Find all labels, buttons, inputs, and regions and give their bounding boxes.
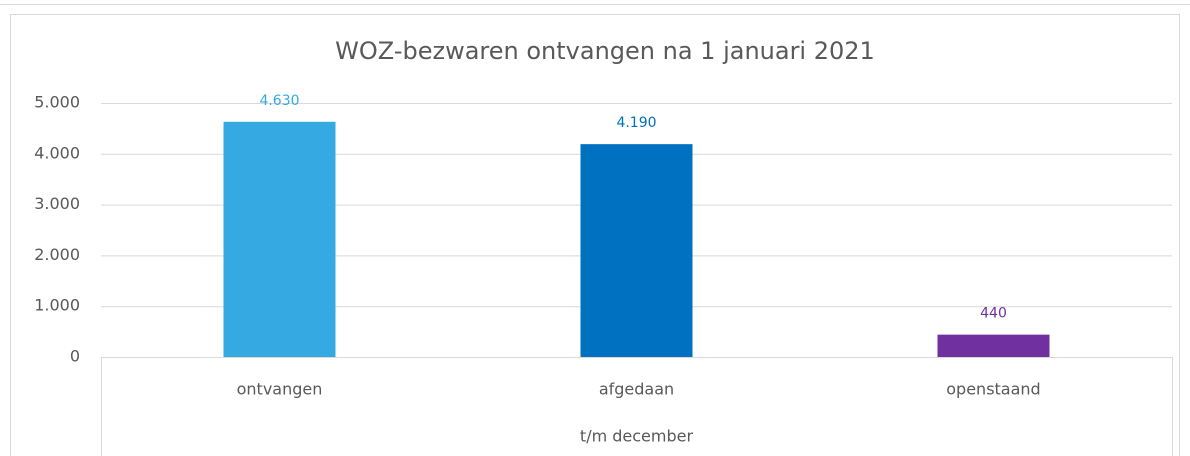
x-tick-label: ontvangen	[237, 380, 323, 399]
x-tick-label: openstaand	[946, 380, 1040, 399]
x-tick-label: afgedaan	[599, 380, 674, 399]
y-tick-label: 1.000	[34, 296, 80, 315]
chart-title: WOZ-bezwaren ontvangen na 1 januari 2021	[335, 37, 875, 65]
y-tick-label: 2.000	[34, 245, 80, 264]
x-group-label: t/m december	[580, 427, 694, 446]
y-tick-label: 4.000	[34, 143, 80, 162]
value-label: 4.630	[259, 93, 299, 109]
value-label: 440	[980, 306, 1007, 322]
bar	[580, 144, 693, 357]
value-label: 4.190	[616, 115, 656, 131]
bar	[937, 334, 1050, 357]
y-tick-label: 3.000	[34, 194, 80, 213]
y-tick-label: 0	[70, 347, 80, 366]
bar	[223, 121, 336, 358]
y-tick-label: 5.000	[34, 93, 80, 112]
